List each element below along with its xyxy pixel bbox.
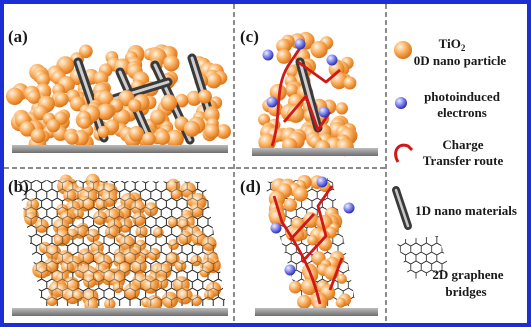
nanoparticle (31, 128, 46, 143)
nanoparticle (303, 212, 319, 228)
nanoparticle (55, 93, 69, 107)
nanoparticle (336, 102, 348, 114)
graphene-overlay (18, 180, 226, 306)
nanoparticle (163, 55, 179, 71)
nanoparticle (204, 124, 219, 139)
nanoparticle (155, 130, 170, 145)
nanoparticle (343, 77, 356, 90)
nanoparticle (293, 187, 308, 202)
legend-text: electrons (437, 105, 487, 120)
electron (263, 50, 274, 61)
electron (295, 39, 306, 50)
legend-text: TiO (439, 36, 461, 51)
electron (319, 107, 330, 118)
nanoparticle (311, 41, 328, 58)
nanoparticle (6, 88, 23, 105)
legend-text: 1D nano materials (415, 203, 517, 218)
nanoparticle (66, 132, 79, 145)
electron (317, 177, 328, 188)
nanoparticle (198, 90, 212, 104)
nanoparticle (307, 235, 318, 246)
nanoparticle (161, 94, 178, 111)
substrate (252, 148, 378, 156)
nanoparticle (128, 99, 141, 112)
legend-text: 2D graphene (432, 267, 503, 282)
nanoparticle (284, 198, 297, 211)
legend-particle (394, 41, 412, 59)
nanoparticle (318, 237, 332, 251)
legend-text: Charge (442, 137, 483, 152)
substrate (12, 145, 228, 153)
electron (327, 55, 338, 66)
nanoparticle (277, 49, 292, 64)
nanoparticle (184, 121, 200, 137)
nanoparticle (150, 110, 165, 125)
panel-label: (a) (8, 27, 28, 46)
legend-text: 0D nano particle (414, 53, 507, 68)
nanoparticle (142, 132, 156, 146)
nanoparticle (337, 274, 347, 284)
substrate (12, 308, 228, 316)
nanoparticle (47, 119, 60, 132)
legend-text: bridges (445, 284, 486, 299)
electron (271, 223, 282, 234)
panel-label: (d) (240, 177, 261, 196)
electron (285, 265, 296, 276)
nanoparticle (289, 281, 302, 294)
electron (267, 97, 278, 108)
panel-label: (c) (240, 27, 259, 46)
legend-electron (395, 97, 407, 109)
legend-text: photoinduced (424, 89, 501, 104)
nanoparticle (97, 126, 109, 138)
nanoparticle (336, 298, 346, 308)
nanoparticle (297, 295, 311, 309)
substrate (255, 308, 378, 316)
electron (344, 203, 355, 214)
legend-subscript: 2 (461, 43, 466, 53)
panel-label: (b) (8, 177, 29, 196)
nanoparticle (206, 73, 222, 89)
nanoparticle (129, 126, 145, 142)
figure: (a) (b) (c) (d) TiO2 0D nano particle ph… (0, 0, 531, 327)
legend-text: Transfer route (423, 153, 504, 168)
nanoparticle (78, 117, 90, 129)
